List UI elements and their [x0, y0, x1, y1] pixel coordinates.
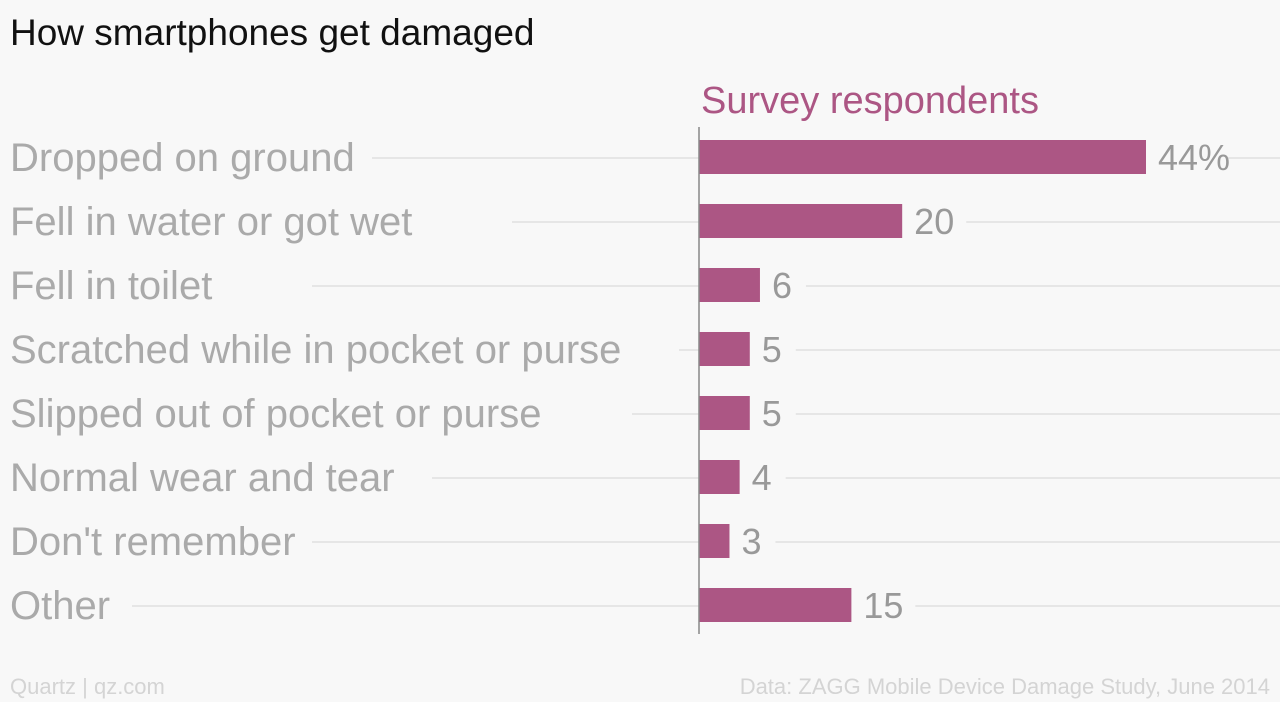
category-label: Other — [10, 584, 110, 628]
footer-source: Data: ZAGG Mobile Device Damage Study, J… — [739, 674, 1270, 699]
value-label: 5 — [762, 393, 782, 434]
value-label: 5 — [762, 329, 782, 370]
bar — [699, 460, 740, 494]
value-label: 4 — [752, 457, 772, 498]
category-label: Fell in toilet — [10, 264, 212, 308]
category-label: Scratched while in pocket or purse — [10, 328, 621, 372]
bar — [699, 524, 730, 558]
value-label: 44% — [1158, 137, 1230, 178]
category-label: Normal wear and tear — [10, 456, 395, 500]
chart-title: How smartphones get damaged — [10, 12, 535, 53]
bar — [699, 140, 1146, 174]
bar — [699, 332, 750, 366]
value-label: 6 — [772, 265, 792, 306]
category-label: Fell in water or got wet — [10, 200, 412, 244]
footer-brand: Quartz | qz.com — [10, 674, 165, 699]
value-label: 3 — [741, 521, 761, 562]
bar — [699, 268, 760, 302]
bar — [699, 204, 903, 238]
category-label: Slipped out of pocket or purse — [10, 392, 541, 436]
series-label: Survey respondents — [701, 80, 1039, 122]
category-label: Don't remember — [10, 520, 296, 564]
value-label: 15 — [863, 585, 903, 626]
value-label: 20 — [914, 201, 954, 242]
category-label: Dropped on ground — [10, 136, 355, 180]
bar — [699, 396, 750, 430]
bar — [699, 588, 852, 622]
